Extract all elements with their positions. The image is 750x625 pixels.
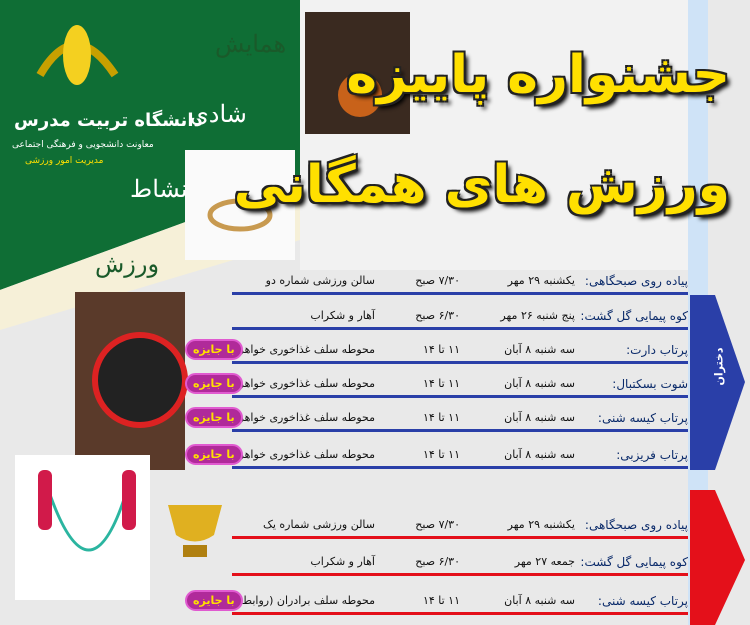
logo-name: دانشگاه تربیت مدرس — [14, 110, 203, 131]
logo-line: مدیریت امور ورزشی — [25, 156, 104, 166]
time: ۱۱ تا ۱۴ — [422, 377, 460, 390]
time: ۶/۳۰ صبح — [415, 555, 460, 568]
row-line — [232, 361, 688, 364]
rope-handle — [122, 470, 136, 530]
activity: پرتاب دارت: — [626, 343, 688, 357]
row-line — [232, 429, 688, 432]
activity: پرتاب فریزبی: — [616, 448, 688, 462]
time: ۶/۳۰ صبح — [415, 309, 460, 322]
date: سه شنبه ۸ آبان — [504, 448, 575, 461]
date: سه شنبه ۸ آبان — [504, 594, 575, 607]
date: سه شنبه ۸ آبان — [504, 411, 575, 424]
place: محوطه سلف غذاخوری خواهران — [227, 448, 375, 461]
word: نشاط — [130, 175, 188, 203]
ring — [207, 198, 273, 232]
row-line — [232, 327, 688, 330]
time: ۱۱ تا ۱۴ — [422, 594, 460, 607]
title: ورزش های همگانی — [233, 155, 730, 215]
rope — [43, 479, 132, 552]
time: ۱۱ تا ۱۴ — [422, 448, 460, 461]
date: یکشنبه ۲۹ مهر — [507, 274, 575, 287]
logo-leaf — [63, 25, 91, 85]
word: همایش — [215, 30, 287, 58]
word: شادی — [190, 100, 247, 128]
place: محوطه سلف غذاخوری خواهران — [227, 377, 375, 390]
date: یکشنبه ۲۹ مهر — [507, 518, 575, 531]
date: پنج شنبه ۲۶ مهر — [500, 309, 575, 322]
row-line — [232, 573, 688, 576]
activity: پرتاب کیسه شنی: — [597, 594, 688, 608]
time: ۱۱ تا ۱۴ — [422, 343, 460, 356]
basketball — [338, 73, 382, 117]
prize-badge: با جایزه — [185, 444, 243, 465]
activity: پیاده روی صبحگاهی: — [584, 274, 688, 288]
trophy-base — [183, 545, 207, 557]
row-line — [232, 612, 688, 615]
time: ۷/۳۰ صبح — [415, 518, 460, 531]
prize-badge: با جایزه — [185, 590, 243, 611]
boys-arrow — [690, 490, 745, 625]
activity: شوت بسکتبال: — [612, 377, 688, 391]
prize-badge: با جایزه — [185, 373, 243, 394]
place: سالن ورزشی شماره یک — [262, 518, 375, 531]
row-line — [232, 292, 688, 295]
ring-toss-image — [185, 150, 295, 260]
prize-badge: با جایزه — [185, 339, 243, 360]
title: جشنواره پاییزه — [346, 45, 730, 105]
place: آهار و شکراب — [310, 309, 375, 322]
time: ۱۱ تا ۱۴ — [422, 411, 460, 424]
dartboard — [92, 332, 188, 428]
row-line — [232, 466, 688, 469]
place: آهار و شکراب — [310, 555, 375, 568]
girls-label: دختران — [712, 347, 726, 386]
activity: پیاده روی صبحگاهی: — [584, 518, 688, 532]
logo-line: معاونت دانشجویی و فرهنگی اجتماعی — [12, 140, 154, 150]
rope-handle — [38, 470, 52, 530]
date: جمعه ۲۷ مهر — [514, 555, 575, 568]
place: محوطه سلف برادران (روابط عمومی) — [200, 594, 375, 607]
activity: کوه پیمایی گل گشت: — [580, 309, 688, 323]
word: ورزش — [95, 250, 160, 278]
activity: پرتاب کیسه شنی: — [597, 411, 688, 425]
place: محوطه سلف غذاخوری خواهران — [227, 343, 375, 356]
prize-badge: با جایزه — [185, 407, 243, 428]
activity: کوه پیمایی گل گشت: — [580, 555, 688, 569]
place: محوطه سلف غذاخوری خواهران — [227, 411, 375, 424]
date: سه شنبه ۸ آبان — [504, 377, 575, 390]
girls-arrow — [690, 295, 745, 470]
row-line — [232, 395, 688, 398]
trophy — [168, 505, 222, 542]
row-line — [232, 536, 688, 539]
time: ۷/۳۰ صبح — [415, 274, 460, 287]
date: سه شنبه ۸ آبان — [504, 343, 575, 356]
place: سالن ورزشی شماره دو — [265, 274, 375, 287]
